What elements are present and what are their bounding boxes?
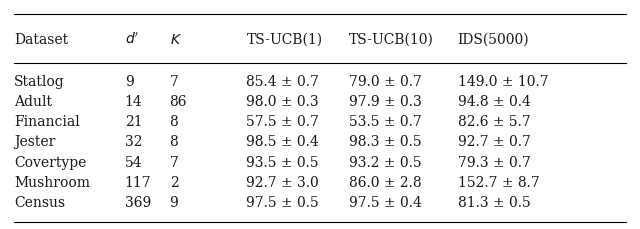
Text: Covertype: Covertype <box>14 155 86 169</box>
Text: 8: 8 <box>170 115 179 128</box>
Text: 97.5 ± 0.5: 97.5 ± 0.5 <box>246 195 319 209</box>
Text: 98.0 ± 0.3: 98.0 ± 0.3 <box>246 95 319 108</box>
Text: Adult: Adult <box>14 95 52 108</box>
Text: Census: Census <box>14 195 65 209</box>
Text: 152.7 ± 8.7: 152.7 ± 8.7 <box>458 175 540 189</box>
Text: 21: 21 <box>125 115 143 128</box>
Text: 53.5 ± 0.7: 53.5 ± 0.7 <box>349 115 422 128</box>
Text: 97.9 ± 0.3: 97.9 ± 0.3 <box>349 95 422 108</box>
Text: 92.7 ± 3.0: 92.7 ± 3.0 <box>246 175 319 189</box>
Text: 369: 369 <box>125 195 151 209</box>
Text: 93.2 ± 0.5: 93.2 ± 0.5 <box>349 155 421 169</box>
Text: IDS(5000): IDS(5000) <box>458 33 529 46</box>
Text: 54: 54 <box>125 155 143 169</box>
Text: TS-UCB(10): TS-UCB(10) <box>349 33 434 46</box>
Text: 98.5 ± 0.4: 98.5 ± 0.4 <box>246 135 319 149</box>
Text: TS-UCB(1): TS-UCB(1) <box>246 33 323 46</box>
Text: 85.4 ± 0.7: 85.4 ± 0.7 <box>246 74 319 88</box>
Text: 82.6 ± 5.7: 82.6 ± 5.7 <box>458 115 531 128</box>
Text: 81.3 ± 0.5: 81.3 ± 0.5 <box>458 195 531 209</box>
Text: $K$: $K$ <box>170 33 182 46</box>
Text: 86.0 ± 2.8: 86.0 ± 2.8 <box>349 175 421 189</box>
Text: 149.0 ± 10.7: 149.0 ± 10.7 <box>458 74 548 88</box>
Text: 32: 32 <box>125 135 142 149</box>
Text: Financial: Financial <box>14 115 80 128</box>
Text: 14: 14 <box>125 95 143 108</box>
Text: 7: 7 <box>170 155 179 169</box>
Text: 98.3 ± 0.5: 98.3 ± 0.5 <box>349 135 421 149</box>
Text: 57.5 ± 0.7: 57.5 ± 0.7 <box>246 115 319 128</box>
Text: 97.5 ± 0.4: 97.5 ± 0.4 <box>349 195 422 209</box>
Text: 93.5 ± 0.5: 93.5 ± 0.5 <box>246 155 319 169</box>
Text: 9: 9 <box>170 195 179 209</box>
Text: 7: 7 <box>170 74 179 88</box>
Text: Statlog: Statlog <box>14 74 65 88</box>
Text: Dataset: Dataset <box>14 33 68 46</box>
Text: Jester: Jester <box>14 135 56 149</box>
Text: 9: 9 <box>125 74 134 88</box>
Text: 117: 117 <box>125 175 152 189</box>
Text: 94.8 ± 0.4: 94.8 ± 0.4 <box>458 95 531 108</box>
Text: 2: 2 <box>170 175 179 189</box>
Text: 86: 86 <box>170 95 187 108</box>
Text: Mushroom: Mushroom <box>14 175 90 189</box>
Text: 92.7 ± 0.7: 92.7 ± 0.7 <box>458 135 531 149</box>
Text: 8: 8 <box>170 135 179 149</box>
Text: 79.0 ± 0.7: 79.0 ± 0.7 <box>349 74 422 88</box>
Text: $d'$: $d'$ <box>125 32 140 47</box>
Text: 79.3 ± 0.7: 79.3 ± 0.7 <box>458 155 531 169</box>
